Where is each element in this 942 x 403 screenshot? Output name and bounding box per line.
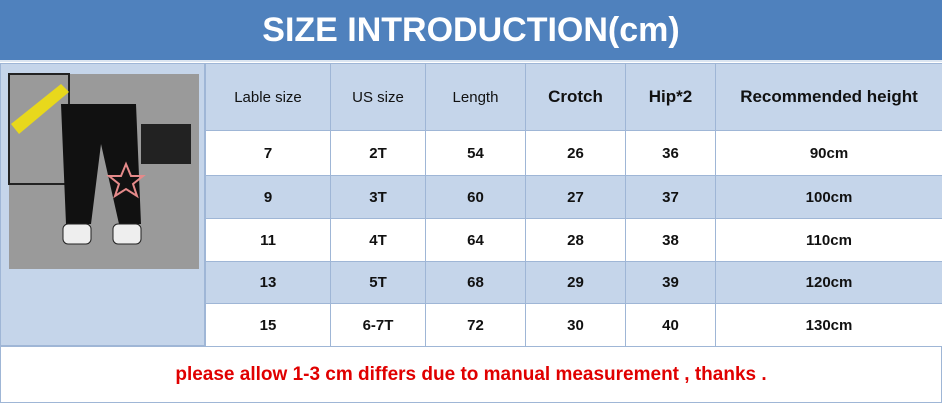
table-cell: 110cm [715, 218, 942, 262]
table-cell: 28 [525, 218, 626, 262]
footer: please allow 1-3 cm differs due to manua… [0, 346, 942, 403]
clapperboard [141, 124, 191, 164]
photo-illustration [8, 73, 199, 269]
pants [61, 104, 141, 224]
table-cell: 60 [425, 175, 526, 219]
table-cell: 6-7T [330, 303, 426, 347]
column-header: US size [330, 63, 426, 131]
table-cell: 4T [330, 218, 426, 262]
table-cell: 9 [205, 175, 331, 219]
column-header: Length [425, 63, 526, 131]
table-cell: 38 [625, 218, 716, 262]
table-cell: 120cm [715, 261, 942, 304]
star [106, 161, 146, 199]
product-photo [0, 63, 205, 346]
shoe [112, 223, 142, 245]
table-cell: 13 [205, 261, 331, 304]
table-cell: 27 [525, 175, 626, 219]
table-cell: 40 [625, 303, 716, 347]
table-cell: 26 [525, 130, 626, 176]
table-cell: 90cm [715, 130, 942, 176]
table-cell: 36 [625, 130, 716, 176]
table-cell: 39 [625, 261, 716, 304]
column-header: Crotch [525, 63, 626, 131]
table-cell: 72 [425, 303, 526, 347]
table-cell: 7 [205, 130, 331, 176]
table-cell: 30 [525, 303, 626, 347]
table-cell: 68 [425, 261, 526, 304]
title: SIZE INTRODUCTION(cm) [262, 10, 680, 49]
shoe [62, 223, 92, 245]
table-cell: 3T [330, 175, 426, 219]
column-header: Lable size [205, 63, 331, 131]
table-cell: 11 [205, 218, 331, 262]
table-cell: 2T [330, 130, 426, 176]
table-cell: 100cm [715, 175, 942, 219]
title-bar: SIZE INTRODUCTION(cm) [0, 0, 942, 62]
column-header: Recommended height [715, 63, 942, 131]
size-table: Lable size US size Length Crotch Hip*2 Recomm… [205, 63, 942, 347]
table-cell: 37 [625, 175, 716, 219]
table-cell: 130cm [715, 303, 942, 347]
column-header: Hip*2 [625, 63, 716, 131]
table-cell: 29 [525, 261, 626, 304]
footer-note: please allow 1-3 cm differs due to manua… [175, 363, 767, 385]
table-cell: 5T [330, 261, 426, 304]
table-cell: 54 [425, 130, 526, 176]
table-cell: 64 [425, 218, 526, 262]
table-cell: 15 [205, 303, 331, 347]
ribbon [11, 84, 69, 134]
